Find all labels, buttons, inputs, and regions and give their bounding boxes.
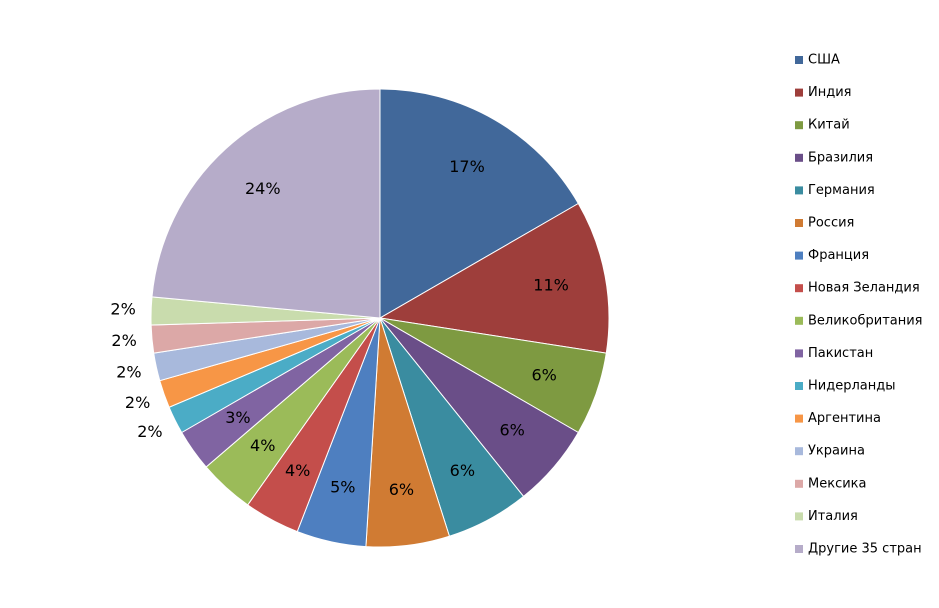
data-label: 2%: [110, 300, 135, 319]
legend-label: Германия: [808, 183, 875, 198]
data-label: 6%: [531, 365, 556, 384]
data-label: 6%: [389, 480, 414, 499]
legend-label: Бразилия: [808, 150, 873, 165]
data-label: 6%: [450, 461, 475, 480]
pie-slice: [151, 88, 381, 319]
legend-label: Франция: [808, 248, 869, 263]
data-label: 17%: [449, 157, 485, 176]
legend-swatch: [795, 512, 803, 521]
data-label: 2%: [111, 331, 136, 350]
legend-swatch: [795, 284, 803, 293]
legend-swatch: [795, 121, 803, 130]
legend-swatch: [795, 251, 803, 260]
legend-label: Украина: [808, 444, 865, 459]
legend-label: Индия: [808, 85, 851, 100]
legend-swatch: [795, 88, 803, 97]
data-label: 6%: [499, 421, 524, 440]
data-label: 5%: [330, 478, 355, 497]
data-label: 4%: [250, 436, 275, 455]
legend-label: Новая Зеландия: [808, 281, 920, 296]
legend-label: Нидерланды: [808, 379, 896, 394]
data-label: 4%: [285, 461, 310, 480]
data-label: 3%: [225, 408, 250, 427]
legend-label: США: [808, 53, 840, 68]
legend-label: Италия: [808, 509, 858, 524]
legend-label: Великобритания: [808, 313, 923, 328]
legend-swatch: [795, 153, 803, 162]
data-label: 2%: [125, 393, 150, 412]
legend-label: Другие 35 стран: [808, 542, 922, 557]
legend-label: Мексика: [808, 476, 866, 491]
legend-swatch: [795, 545, 803, 553]
legend-swatch: [795, 447, 803, 456]
data-label: 2%: [137, 422, 162, 441]
pie-slice: [378, 202, 610, 354]
data-label: 11%: [533, 276, 569, 295]
legend-swatch: [795, 414, 803, 423]
data-label: 24%: [245, 179, 281, 198]
data-label: 2%: [116, 362, 141, 381]
legend-label: Китай: [808, 118, 850, 133]
legend-swatch: [795, 186, 803, 195]
legend-label: Пакистан: [808, 346, 873, 361]
legend-label: Россия: [808, 216, 854, 231]
legend-swatch: [795, 219, 803, 227]
legend-swatch: [795, 56, 803, 64]
pie-slice: [379, 88, 580, 319]
legend-swatch: [795, 316, 803, 325]
legend-swatch: [795, 382, 803, 390]
legend-swatch: [795, 479, 803, 488]
legend-label: Аргентина: [808, 411, 881, 426]
legend-swatch: [795, 349, 803, 358]
